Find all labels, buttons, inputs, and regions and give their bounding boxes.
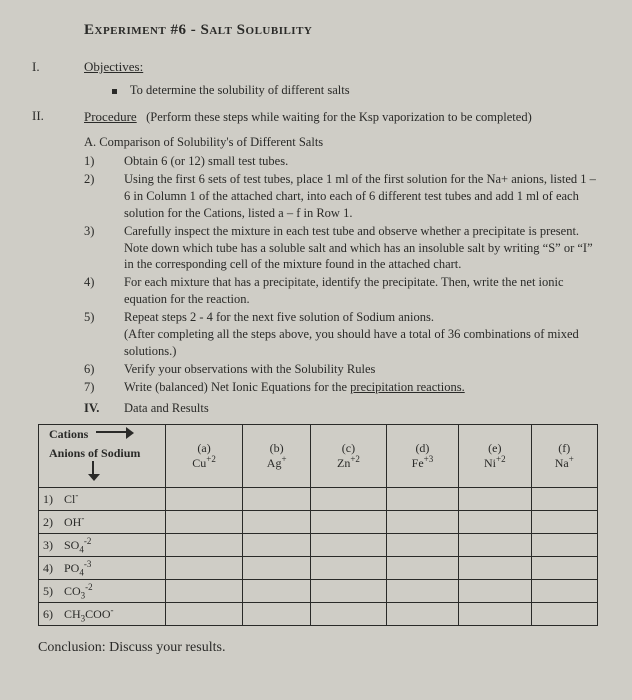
objective-text: To determine the solubility of different…: [130, 83, 350, 97]
procedure-steps: 1)Obtain 6 (or 12) small test tubes. 2)U…: [84, 153, 600, 395]
step-num: 7): [84, 379, 124, 396]
table-row: 6) CH3COO-: [39, 603, 598, 626]
procedure-heading: Procedure: [84, 109, 137, 124]
cation-col-d: (d)Fe+3: [386, 425, 458, 488]
step-text: Write (balanced) Net Ionic Equations for…: [124, 379, 600, 396]
section-procedure: II. Procedure (Perform these steps while…: [32, 108, 600, 126]
table-row: 5) CO3-2: [39, 580, 598, 603]
anion-cell: 4) PO4-3: [39, 557, 166, 580]
cation-col-b: (b)Ag+: [243, 425, 311, 488]
anions-label: Anions of Sodium: [43, 446, 161, 485]
step-text: For each mixture that has a precipitate,…: [124, 274, 600, 308]
section-iv: IV. Data and Results: [84, 401, 600, 416]
anion-cell: 2) OH-: [39, 511, 166, 534]
step-text: Verify your observations with the Solubi…: [124, 361, 600, 378]
step-text: Carefully inspect the mixture in each te…: [124, 223, 600, 274]
iv-text: Data and Results: [124, 401, 209, 416]
cation-col-a: (a)Cu+2: [166, 425, 243, 488]
roman-I: I.: [32, 59, 84, 75]
step-text: Using the first 6 sets of test tubes, pl…: [124, 171, 600, 222]
step7-underline: precipitation reactions.: [350, 380, 465, 394]
section-objectives: I. Objectives:: [32, 59, 600, 75]
table-row: 1) Cl-: [39, 488, 598, 511]
table-row: 3) SO4-2: [39, 534, 598, 557]
step-text: Repeat steps 2 - 4 for the next five sol…: [124, 309, 600, 360]
step-num: 2): [84, 171, 124, 222]
cation-col-c: (c)Zn+2: [311, 425, 387, 488]
table-row: 2) OH-: [39, 511, 598, 534]
cations-label: Cations: [43, 427, 161, 442]
cation-col-e: (e)Ni+2: [459, 425, 531, 488]
step-text: Obtain 6 (or 12) small test tubes.: [124, 153, 600, 170]
step-num: 1): [84, 153, 124, 170]
objective-item: To determine the solubility of different…: [112, 83, 600, 98]
step-num: 4): [84, 274, 124, 308]
anion-cell: 3) SO4-2: [39, 534, 166, 557]
table-corner: Cations Anions of Sodium: [39, 425, 166, 488]
anion-cell: 1) Cl-: [39, 488, 166, 511]
iv-label: IV.: [84, 401, 124, 416]
bullet-icon: [112, 89, 117, 94]
step-num: 6): [84, 361, 124, 378]
arrow-right-icon: [96, 428, 134, 438]
sub-A: A. Comparison of Solubility's of Differe…: [84, 134, 600, 151]
solubility-table: Cations Anions of Sodium (a)Cu+2 (b)Ag+ …: [38, 424, 598, 626]
procedure-note: (Perform these steps while waiting for t…: [146, 110, 532, 124]
arrow-down-icon: [89, 461, 99, 481]
table-row: 4) PO4-3: [39, 557, 598, 580]
cation-col-f: (f)Na+: [531, 425, 598, 488]
anion-cell: 6) CH3COO-: [39, 603, 166, 626]
objectives-heading: Objectives:: [84, 59, 143, 75]
roman-II: II.: [32, 108, 84, 126]
experiment-title: Experiment #6 - Salt Solubility: [84, 22, 600, 39]
conclusion: Conclusion: Discuss your results.: [38, 640, 600, 656]
anion-cell: 5) CO3-2: [39, 580, 166, 603]
step-num: 3): [84, 223, 124, 274]
worksheet-page: Experiment #6 - Salt Solubility I. Objec…: [0, 0, 632, 700]
step-num: 5): [84, 309, 124, 360]
